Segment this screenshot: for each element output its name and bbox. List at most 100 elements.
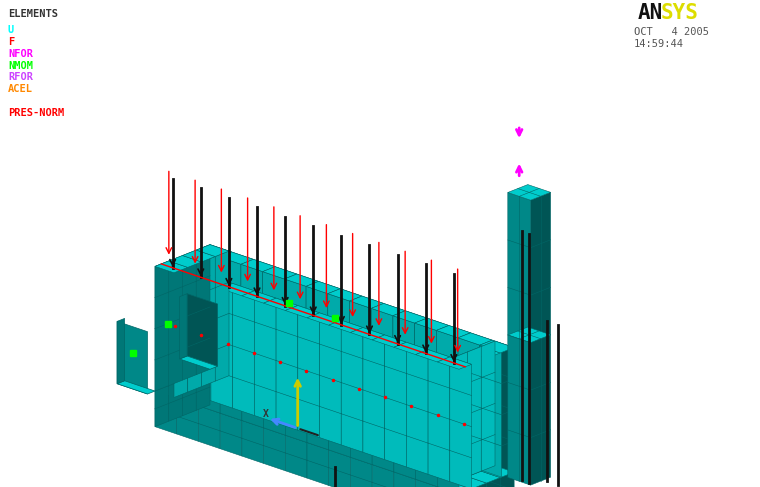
Polygon shape xyxy=(264,298,298,311)
Polygon shape xyxy=(307,437,341,450)
Polygon shape xyxy=(263,267,297,279)
Polygon shape xyxy=(263,392,297,404)
Polygon shape xyxy=(450,357,471,487)
Polygon shape xyxy=(306,286,328,418)
Polygon shape xyxy=(415,443,449,455)
Polygon shape xyxy=(188,262,201,392)
Polygon shape xyxy=(275,267,297,399)
Polygon shape xyxy=(454,477,486,487)
Polygon shape xyxy=(372,465,394,487)
Polygon shape xyxy=(363,328,385,460)
Polygon shape xyxy=(155,261,188,273)
Polygon shape xyxy=(241,384,275,396)
Polygon shape xyxy=(285,430,319,443)
Polygon shape xyxy=(508,185,550,200)
Polygon shape xyxy=(350,328,385,340)
Polygon shape xyxy=(415,318,449,330)
Polygon shape xyxy=(155,261,169,391)
Polygon shape xyxy=(416,479,437,487)
Polygon shape xyxy=(255,291,276,423)
Polygon shape xyxy=(177,274,198,406)
Polygon shape xyxy=(210,244,232,376)
Polygon shape xyxy=(232,376,253,420)
Polygon shape xyxy=(328,294,350,426)
Polygon shape xyxy=(264,428,285,471)
Polygon shape xyxy=(328,289,362,301)
Polygon shape xyxy=(481,341,495,471)
Polygon shape xyxy=(306,406,340,418)
Polygon shape xyxy=(198,281,220,413)
Polygon shape xyxy=(329,325,350,457)
Polygon shape xyxy=(233,283,255,415)
Polygon shape xyxy=(467,347,500,358)
Polygon shape xyxy=(340,289,362,421)
Polygon shape xyxy=(215,251,229,381)
Polygon shape xyxy=(196,244,210,375)
Polygon shape xyxy=(492,465,514,487)
Polygon shape xyxy=(480,340,514,353)
Polygon shape xyxy=(232,252,253,384)
Polygon shape xyxy=(427,318,449,450)
Polygon shape xyxy=(211,276,233,408)
Polygon shape xyxy=(467,471,500,483)
Polygon shape xyxy=(481,341,514,353)
Polygon shape xyxy=(219,252,253,264)
Polygon shape xyxy=(182,375,215,387)
Polygon shape xyxy=(297,274,318,406)
Polygon shape xyxy=(428,350,450,482)
Polygon shape xyxy=(182,375,196,416)
Polygon shape xyxy=(440,357,473,369)
Polygon shape xyxy=(384,428,405,471)
Text: ELEMENTS: ELEMENTS xyxy=(8,9,58,19)
Polygon shape xyxy=(189,269,211,401)
Polygon shape xyxy=(371,428,405,440)
Polygon shape xyxy=(470,333,492,465)
Polygon shape xyxy=(530,192,550,485)
Polygon shape xyxy=(449,325,470,457)
Polygon shape xyxy=(253,259,275,392)
Polygon shape xyxy=(416,355,437,487)
Text: F: F xyxy=(8,37,14,47)
Polygon shape xyxy=(284,274,318,286)
Polygon shape xyxy=(449,450,470,487)
Polygon shape xyxy=(319,313,341,445)
Polygon shape xyxy=(167,262,189,393)
Polygon shape xyxy=(155,386,189,398)
Polygon shape xyxy=(371,308,393,440)
Polygon shape xyxy=(436,330,458,463)
Polygon shape xyxy=(318,281,340,413)
Polygon shape xyxy=(198,369,232,382)
Text: 14:59:44: 14:59:44 xyxy=(634,39,684,49)
Polygon shape xyxy=(394,342,428,355)
Polygon shape xyxy=(198,406,220,449)
Polygon shape xyxy=(500,472,514,487)
Polygon shape xyxy=(242,420,264,464)
Polygon shape xyxy=(436,325,470,338)
Polygon shape xyxy=(155,266,177,398)
Polygon shape xyxy=(182,250,196,380)
Polygon shape xyxy=(117,321,147,394)
Polygon shape xyxy=(285,311,307,443)
Text: NFOR: NFOR xyxy=(8,49,33,58)
Polygon shape xyxy=(350,301,371,433)
Polygon shape xyxy=(329,320,363,333)
Polygon shape xyxy=(198,401,233,413)
Polygon shape xyxy=(177,393,211,406)
Polygon shape xyxy=(340,413,362,456)
Polygon shape xyxy=(362,421,384,464)
Polygon shape xyxy=(372,335,407,347)
Polygon shape xyxy=(264,303,285,435)
Polygon shape xyxy=(219,376,253,389)
Polygon shape xyxy=(458,338,480,470)
Polygon shape xyxy=(350,296,384,308)
Polygon shape xyxy=(179,294,187,359)
Polygon shape xyxy=(470,457,492,487)
Polygon shape xyxy=(350,452,385,465)
Text: SYS: SYS xyxy=(661,3,699,23)
Polygon shape xyxy=(307,318,329,450)
Polygon shape xyxy=(264,423,298,435)
Polygon shape xyxy=(220,408,255,420)
Polygon shape xyxy=(405,311,427,443)
Polygon shape xyxy=(177,398,198,441)
Polygon shape xyxy=(394,347,416,479)
